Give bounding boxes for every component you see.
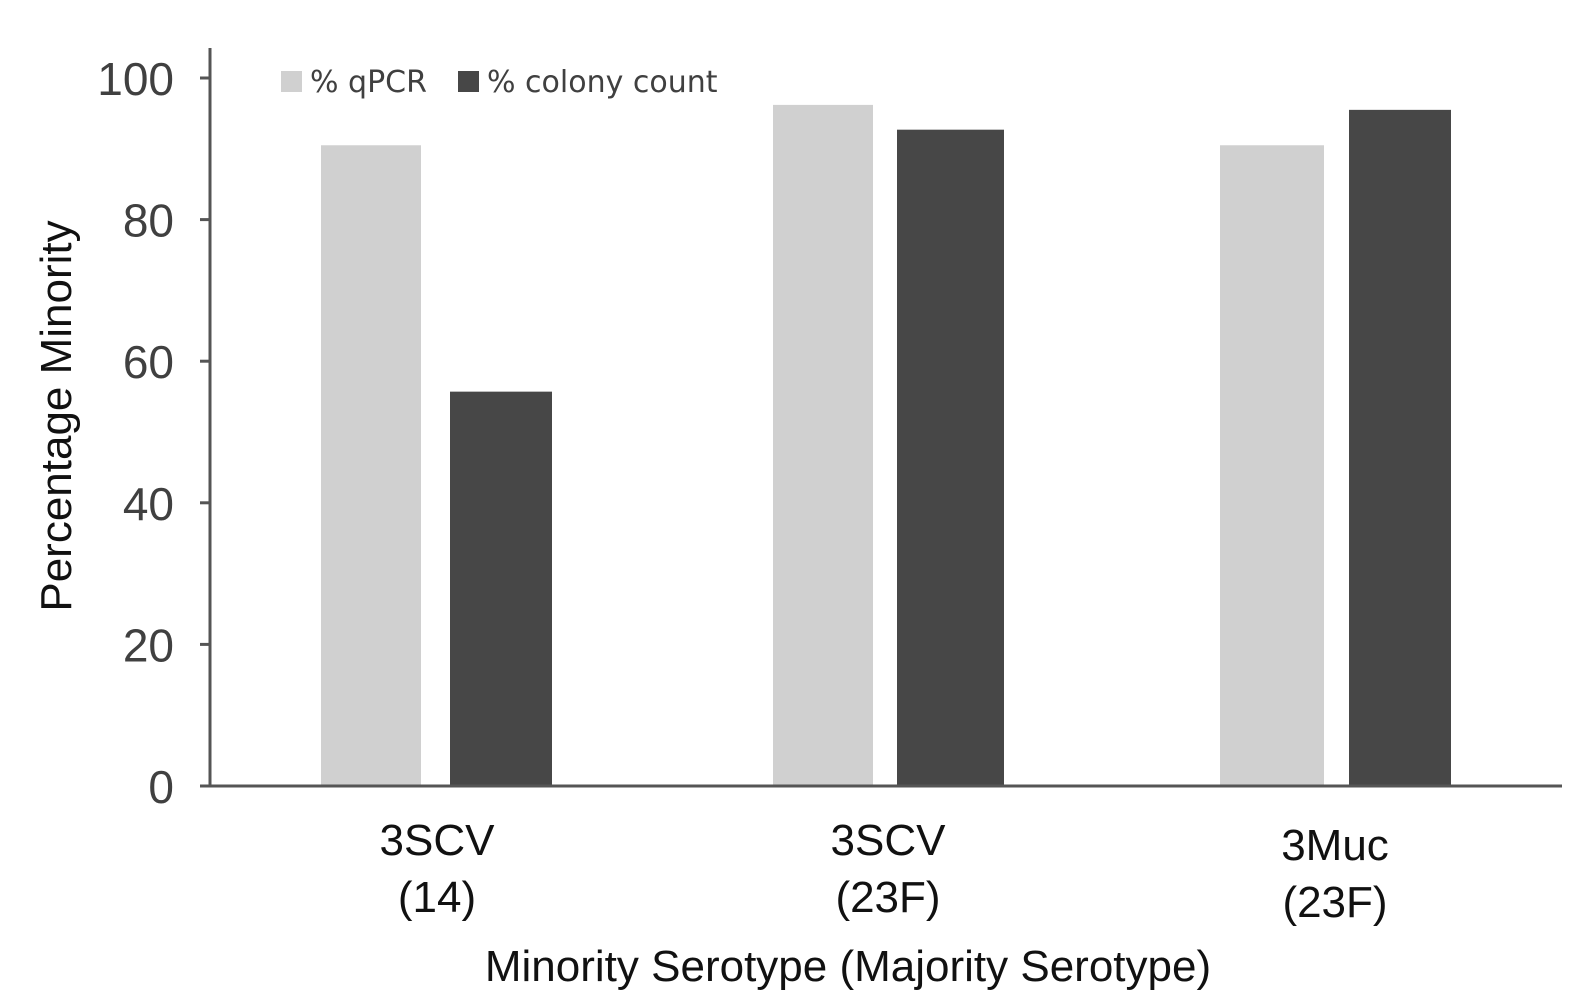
legend-label: % qPCR bbox=[310, 65, 427, 100]
x-category-label: 3Muc bbox=[1281, 821, 1389, 870]
bar-qpcr-1 bbox=[773, 105, 873, 786]
legend-label: % colony count bbox=[487, 65, 718, 100]
bar-colony-count-0 bbox=[450, 392, 552, 786]
y-tick-label: 80 bbox=[123, 195, 174, 247]
y-tick-label: 20 bbox=[123, 619, 174, 671]
y-axis-title: Percentage Minority bbox=[32, 220, 81, 611]
y-tick-label: 40 bbox=[123, 478, 174, 530]
x-category-label: (23F) bbox=[1282, 878, 1387, 927]
legend-swatch bbox=[458, 71, 479, 92]
x-labels-group: 3SCV (14) 3SCV (23F) 3Muc (23F) bbox=[380, 816, 1389, 927]
y-tick-label: 0 bbox=[148, 761, 174, 813]
bar-qpcr-2 bbox=[1220, 145, 1324, 786]
bar-qpcr-0 bbox=[321, 145, 421, 786]
x-category-label: (23F) bbox=[835, 873, 940, 922]
legend-swatch bbox=[281, 71, 302, 92]
bars-group bbox=[321, 105, 1451, 786]
x-category-label: 3SCV bbox=[831, 816, 947, 865]
x-category-label: (14) bbox=[398, 873, 476, 922]
legend: % qPCR % colony count bbox=[281, 65, 718, 100]
y-tick-label: 60 bbox=[123, 336, 174, 388]
x-axis-title: Minority Serotype (Majority Serotype) bbox=[485, 942, 1211, 991]
x-category-label: 3SCV bbox=[380, 816, 496, 865]
y-ticks-group: 0 20 40 60 80 100 bbox=[97, 53, 210, 813]
y-tick-label: 100 bbox=[97, 53, 174, 105]
bar-colony-count-1 bbox=[897, 130, 1004, 786]
bar-colony-count-2 bbox=[1349, 110, 1451, 786]
